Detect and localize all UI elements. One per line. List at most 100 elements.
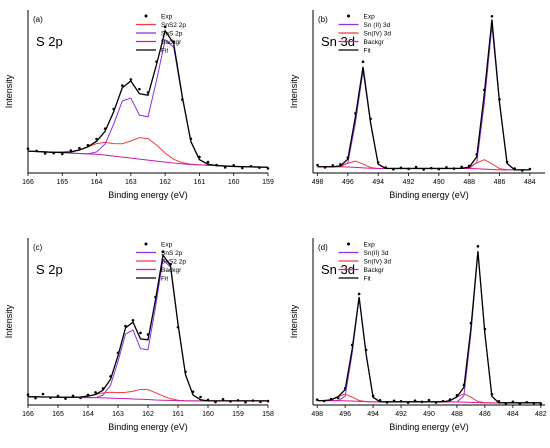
legend-label: Fit [364,275,371,282]
legend-label: Fit [364,47,371,54]
data-point [414,165,418,169]
series-line [317,19,530,171]
series-line [28,253,268,402]
legend-label: SnS 2p [161,250,183,257]
x-tick-label: 484 [524,179,536,186]
data-point [206,160,210,164]
legend-label: Exp [161,13,173,20]
data-point [43,152,47,155]
data-point [41,392,45,396]
x-tick-label: 161 [172,411,184,418]
data-point [221,397,225,401]
series-line [27,38,269,168]
series-line [27,150,269,168]
x-tick-label: 494 [372,179,384,186]
x-tick-label: 165 [56,179,68,186]
panel-label: (b) [318,15,328,24]
legend-label: Exp [364,13,376,20]
panel-title: Sn 3d [321,34,355,49]
x-tick-label: 161 [194,179,206,186]
data-point [199,395,202,399]
x-tick-label: 164 [91,179,103,186]
panel-label: (c) [33,243,43,252]
data-point [316,163,319,167]
panel: 166 165 164 163 162 161 160 159 Binding energy (… [4,10,274,200]
y-axis-label: Intensity [4,304,14,338]
legend-marker [144,14,148,18]
data-point [94,391,97,394]
data-point [26,147,30,151]
data-point [244,400,247,404]
series-line [317,251,541,404]
x-tick-label: 490 [433,179,445,186]
x-tick-label: 494 [367,411,379,418]
data-point [60,152,64,156]
data-point [129,78,133,81]
panel-label: (d) [318,243,328,252]
legend-label: Sn (II) 3d [364,22,391,29]
legend-label: Sn(IV) 3d [364,30,392,37]
x-tick-label: 488 [451,411,463,418]
x-tick-label: 492 [395,411,407,418]
data-point [223,166,227,169]
panel-label: (a) [33,15,43,24]
data-point [490,14,494,18]
legend-marker [144,242,148,246]
x-tick-label: 158 [262,411,274,418]
x-tick-label: 165 [52,411,64,418]
data-point [460,165,463,169]
y-axis-label: Intensity [289,304,299,338]
x-tick-label: 496 [342,179,354,186]
data-point [26,393,30,397]
panel: 166 165 164 163 162 161 160 159 158 Binding energ… [4,238,274,432]
data-point [34,396,37,400]
x-tick-label: 490 [423,411,435,418]
data-point [139,331,142,335]
legend-label: Backgr [364,39,385,46]
legend-label: Exp [364,241,376,248]
data-point [138,87,141,91]
panel-title: Sn 3d [321,262,355,277]
x-axis-label: Binding energy (eV) [108,190,188,200]
legend-marker [347,242,351,246]
data-point [71,394,75,398]
data-point [64,397,67,400]
x-tick-label: 166 [22,411,34,418]
data-point [161,250,165,254]
x-tick-label: 162 [142,411,154,418]
x-axis-label: Binding energy (eV) [108,422,188,432]
x-tick-label: 484 [507,411,519,418]
data-point [427,398,431,402]
legend-label: Backgr [161,39,182,46]
y-axis-label: Intensity [289,74,299,108]
panel: 498 496 494 492 490 488 486 484 482 Binding energ… [289,238,547,432]
legend-label: SnS2 2p [161,22,186,29]
series-line [28,258,268,402]
data-point [357,292,361,296]
data-point [163,25,167,29]
panel-title: S 2p [36,34,63,49]
x-tick-label: 160 [202,411,214,418]
data-point [120,84,124,87]
x-tick-label: 498 [312,179,324,186]
x-tick-label: 159 [232,411,244,418]
data-point [240,166,244,170]
x-tick-label: 166 [22,179,34,186]
x-tick-label: 492 [403,179,415,186]
x-tick-label: 488 [463,179,475,186]
legend-label: Fit [161,47,168,54]
x-tick-label: 163 [112,411,124,418]
x-axis-label: Binding energy (eV) [389,190,469,200]
legend-label: Exp [161,241,173,248]
x-axis-label: Binding energy (eV) [389,422,469,432]
data-point [476,245,480,248]
series-line [27,29,269,168]
x-tick-label: 159 [262,179,274,186]
data-point [361,60,365,64]
legend-label: Sn(II) 3d [364,250,389,257]
x-tick-label: 486 [479,411,491,418]
y-axis-label: Intensity [4,74,14,108]
data-point [78,146,81,150]
legend-label: Sn(IV) 3d [364,258,392,265]
